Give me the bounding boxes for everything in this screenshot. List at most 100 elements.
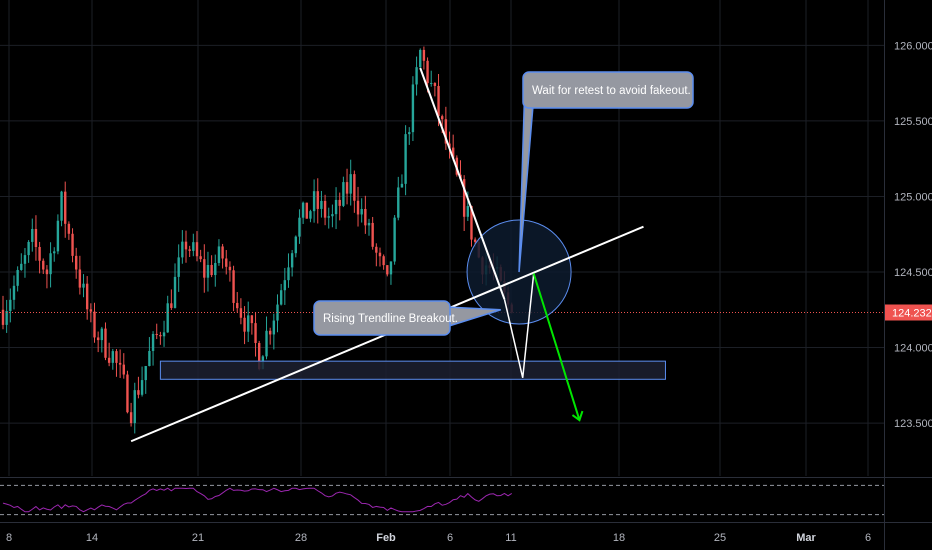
candle[interactable] (283, 267, 287, 305)
candle[interactable] (393, 215, 396, 265)
candle[interactable] (122, 353, 125, 379)
candle[interactable] (206, 251, 210, 292)
candle[interactable] (232, 265, 235, 312)
candle[interactable] (173, 263, 177, 309)
breakout-callout[interactable]: Rising Trendline Breakout. (313, 300, 501, 336)
candle[interactable] (316, 178, 319, 224)
candle[interactable] (250, 314, 254, 335)
candle[interactable] (349, 159, 352, 206)
candle[interactable] (327, 207, 330, 229)
candle[interactable] (203, 244, 206, 293)
candle[interactable] (148, 337, 151, 367)
candle[interactable] (159, 331, 162, 345)
candle[interactable] (107, 342, 111, 367)
candle[interactable] (184, 230, 188, 263)
support-zone-box[interactable] (159, 360, 666, 380)
candle[interactable] (192, 233, 195, 257)
candle[interactable] (53, 247, 56, 262)
candle[interactable] (268, 327, 272, 345)
candle[interactable] (93, 302, 96, 343)
candle[interactable] (129, 402, 133, 427)
candle[interactable] (371, 216, 374, 250)
candle[interactable] (100, 326, 104, 353)
candle[interactable] (42, 258, 45, 275)
candle[interactable] (419, 48, 422, 68)
candle[interactable] (312, 179, 316, 223)
candle[interactable] (210, 255, 213, 278)
candle[interactable] (170, 289, 173, 310)
candle[interactable] (342, 176, 345, 208)
green-arrow[interactable] (532, 273, 584, 422)
candle[interactable] (217, 239, 221, 266)
candle[interactable] (225, 250, 228, 275)
candle[interactable] (31, 218, 34, 252)
candle[interactable] (78, 255, 82, 295)
candle[interactable] (298, 209, 301, 244)
candle[interactable] (177, 244, 180, 292)
candle[interactable] (96, 331, 100, 353)
candle[interactable] (56, 214, 60, 255)
candle[interactable] (221, 243, 224, 269)
candle[interactable] (133, 382, 136, 434)
candle[interactable] (199, 249, 202, 263)
candle[interactable] (378, 247, 382, 267)
candle[interactable] (305, 202, 308, 219)
candle[interactable] (265, 316, 268, 360)
candle[interactable] (382, 254, 385, 270)
rsi-line[interactable] (2, 487, 513, 513)
candle[interactable] (375, 243, 378, 267)
candle[interactable] (247, 301, 250, 342)
candle[interactable] (9, 288, 12, 323)
candle[interactable] (345, 168, 349, 205)
candle[interactable] (71, 228, 74, 263)
candle[interactable] (430, 70, 433, 87)
projected-path[interactable] (503, 273, 535, 378)
candle[interactable] (287, 253, 290, 288)
candle[interactable] (254, 312, 257, 357)
candle[interactable] (243, 306, 246, 345)
candle[interactable] (67, 221, 71, 240)
candle[interactable] (320, 190, 323, 218)
candle[interactable] (338, 192, 341, 221)
candle[interactable] (20, 253, 23, 271)
candle[interactable] (408, 127, 411, 145)
candle[interactable] (276, 294, 279, 333)
candle[interactable] (272, 313, 276, 350)
candle[interactable] (49, 242, 52, 288)
candle[interactable] (462, 175, 466, 232)
candle[interactable] (367, 218, 371, 236)
candle[interactable] (334, 187, 338, 230)
candle[interactable] (444, 106, 448, 150)
candle[interactable] (151, 331, 155, 366)
candle[interactable] (279, 283, 283, 306)
candle[interactable] (228, 261, 232, 282)
candle[interactable] (34, 215, 38, 261)
candle[interactable] (155, 323, 158, 340)
rsi-pane[interactable] (0, 477, 932, 516)
candle[interactable] (16, 266, 19, 292)
candle[interactable] (386, 265, 389, 277)
candle[interactable] (309, 209, 312, 223)
candle[interactable] (411, 76, 415, 142)
candle[interactable] (137, 376, 140, 399)
candle[interactable] (126, 370, 129, 414)
candle[interactable] (115, 349, 118, 377)
candle[interactable] (301, 201, 305, 224)
candle[interactable] (236, 292, 239, 313)
time-axis[interactable]: 8 14 21 28 Feb 6 11 18 25 Mar 6 (6, 532, 871, 544)
candle[interactable] (27, 240, 30, 263)
candle[interactable] (118, 349, 122, 379)
retest-callout[interactable]: Wait for retest to avoid fakeout. (518, 71, 694, 273)
candle[interactable] (400, 174, 404, 188)
candle[interactable] (162, 320, 166, 347)
candle[interactable] (12, 275, 16, 310)
candle[interactable] (422, 46, 426, 70)
candle[interactable] (195, 231, 199, 262)
candle[interactable] (389, 261, 393, 285)
candle[interactable] (144, 365, 147, 394)
candle[interactable] (404, 125, 407, 196)
falling-trendline[interactable] (419, 67, 506, 300)
candle[interactable] (433, 82, 437, 97)
